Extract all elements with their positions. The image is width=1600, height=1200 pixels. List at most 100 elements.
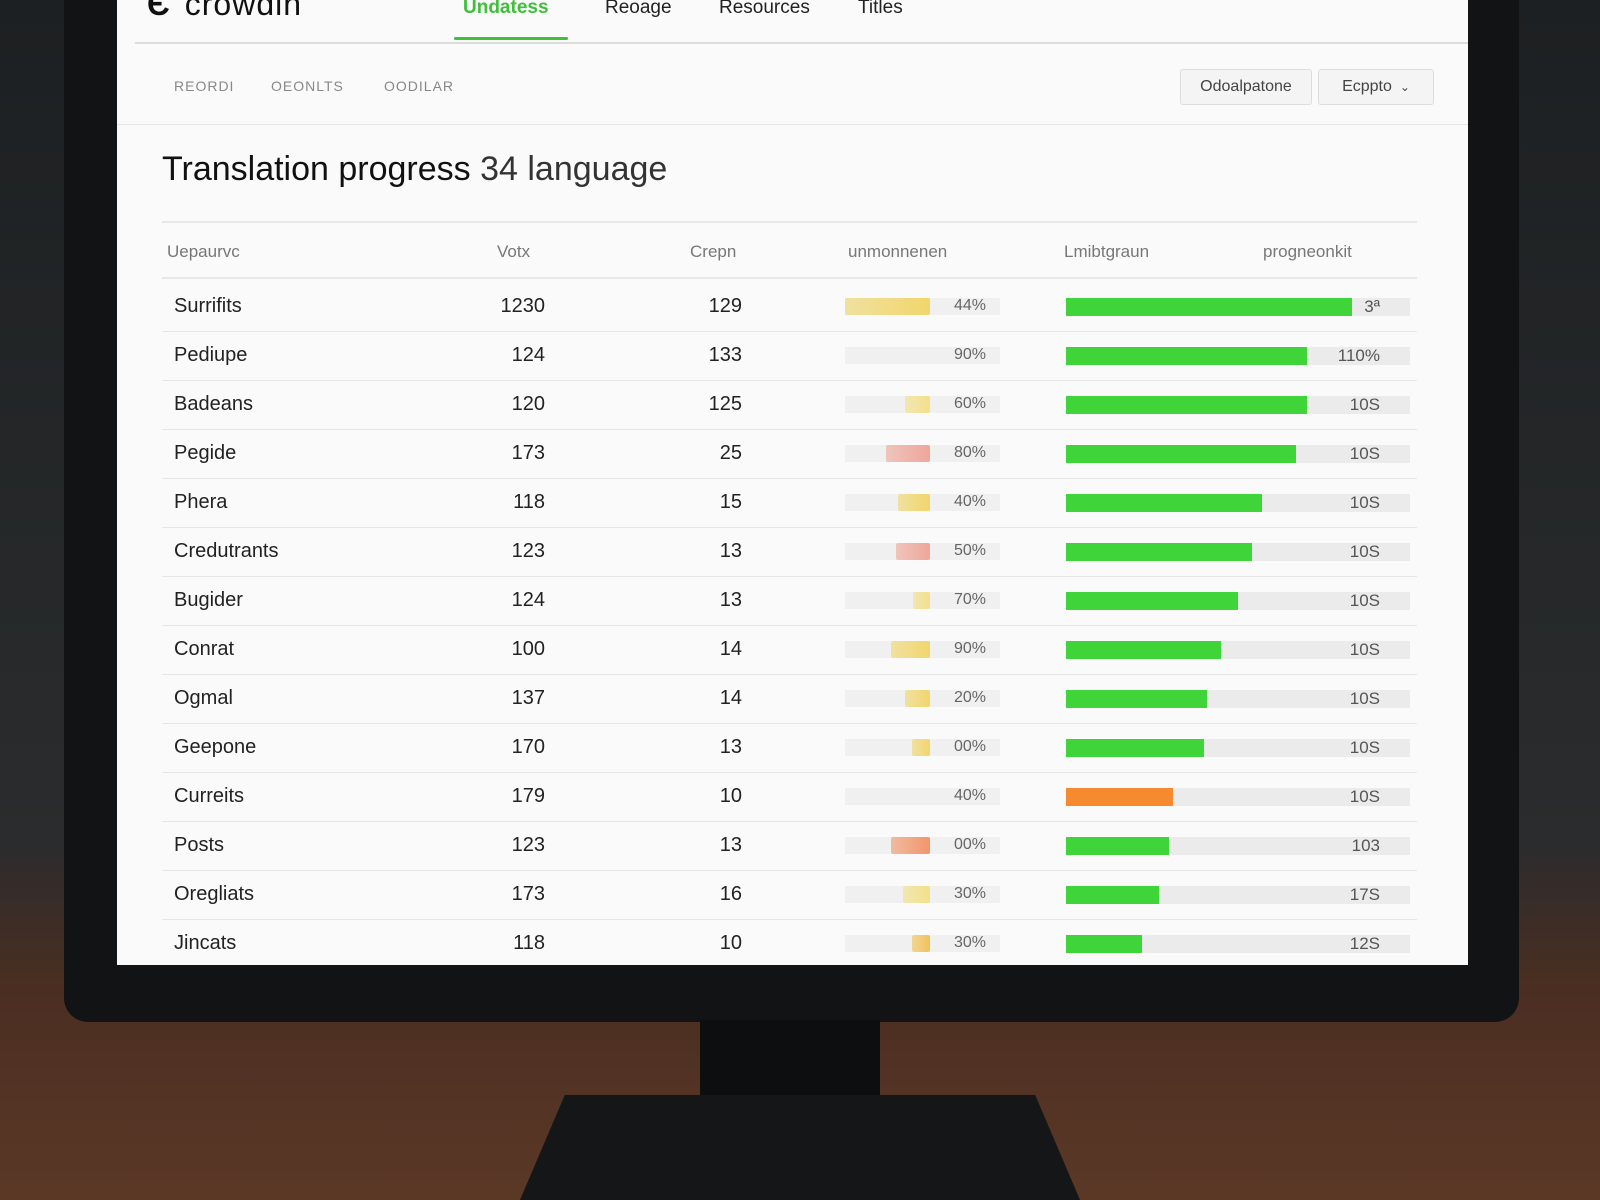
language-name[interactable]: Conrat [174, 638, 235, 660]
header-divider [117, 124, 1468, 125]
status-percent: 40% [953, 493, 986, 510]
crepn-value: 13 [719, 834, 742, 856]
table-row[interactable]: Posts 123 13 00% 103 [162, 821, 1417, 871]
votes-value: 118 [513, 491, 545, 513]
status-bar-track: 00% [845, 738, 1000, 756]
progress-bar-fill [1066, 886, 1159, 904]
progress-bar-fill [1066, 543, 1252, 561]
progress-label: 10S [1349, 787, 1380, 806]
status-bar-track: 80% [845, 444, 1000, 462]
status-percent: 30% [953, 934, 986, 951]
progress-label: 10S [1349, 738, 1380, 757]
progress-label: 3ª [1364, 297, 1380, 316]
status-percent: 00% [953, 836, 986, 853]
status-percent: 70% [953, 591, 986, 608]
nav-item-updates[interactable]: Undatess [463, 0, 549, 18]
votes-value: 124 [511, 344, 545, 366]
progress-bar-track [1066, 690, 1410, 708]
status-percent: 60% [953, 395, 986, 412]
language-name[interactable]: Pegide [174, 442, 237, 464]
table-row[interactable]: Curreits 179 10 40% 10S [162, 772, 1417, 822]
page-subtitle: 34 language [480, 150, 668, 188]
nav-item-reoage[interactable]: Reoage [605, 0, 672, 18]
status-bar-fill [905, 396, 930, 413]
column-header-progress-bar[interactable]: Lmibtgraun [1064, 242, 1150, 261]
progress-bar-fill [1066, 445, 1297, 463]
table-row[interactable]: Surrifits 1230 129 44% 3ª [162, 282, 1417, 332]
language-name[interactable]: Pediupe [174, 344, 248, 366]
table-row[interactable]: Badeans 120 125 60% 10S [162, 380, 1417, 430]
progress-bar-fill [1066, 690, 1208, 708]
votes-value: 123 [511, 834, 545, 856]
language-name[interactable]: Surrifits [174, 295, 242, 317]
status-bar-track: 20% [845, 689, 1000, 707]
language-name[interactable]: Curreits [174, 785, 245, 807]
subnav-item-3[interactable]: OODILAR [384, 78, 455, 94]
progress-label: 10S [1349, 640, 1380, 659]
status-bar-track: 30% [845, 934, 1000, 952]
language-name[interactable]: Jincats [174, 932, 237, 954]
status-percent: 20% [953, 689, 986, 706]
nav-item-resources[interactable]: Resources [719, 0, 810, 18]
status-bar-fill [904, 690, 930, 707]
table-row[interactable]: Credutrants 123 13 50% 10S [162, 527, 1417, 577]
table-row[interactable]: Pediupe 124 133 90% 110% [162, 331, 1417, 381]
status-bar-track: 70% [845, 591, 1000, 609]
table-row[interactable]: Pegide 173 25 80% 10S [162, 429, 1417, 479]
votes-value: 173 [511, 883, 545, 905]
progress-bar-fill [1066, 347, 1307, 365]
primary-button[interactable]: Odoalpatone [1180, 69, 1312, 105]
table-row[interactable]: Conrat 100 14 90% 10S [162, 625, 1417, 675]
progress-bar-track [1066, 739, 1410, 757]
table-row[interactable]: Bugider 124 13 70% 10S [162, 576, 1417, 626]
progress-label: 103 [1351, 836, 1380, 855]
language-name[interactable]: Ogmal [174, 687, 233, 709]
language-name[interactable]: Oregliats [174, 883, 255, 905]
progress-bar-track [1066, 494, 1410, 512]
column-header-name[interactable]: Uepaurvc [167, 242, 240, 261]
column-header-progress[interactable]: progneonkit [1263, 242, 1352, 261]
active-tab-indicator [454, 37, 568, 40]
column-header-crepn[interactable]: Crepn [690, 242, 737, 261]
progress-label: 17S [1349, 885, 1380, 904]
logo-icon: Є [147, 0, 171, 22]
nav-item-titles[interactable]: Titles [858, 0, 903, 18]
votes-value: 100 [511, 638, 545, 660]
progress-label: 10S [1349, 395, 1380, 414]
status-bar-fill [912, 739, 930, 756]
status-percent: 80% [953, 444, 986, 461]
language-name[interactable]: Bugider [174, 589, 243, 611]
crepn-value: 14 [719, 638, 742, 660]
monitor-base [520, 1095, 1080, 1200]
table-row[interactable]: Phera 118 15 40% 10S [162, 478, 1417, 528]
crepn-value: 13 [719, 736, 742, 758]
language-name[interactable]: Credutrants [174, 540, 279, 562]
votes-value: 179 [511, 785, 545, 807]
page-title-text: Translation progress [162, 150, 471, 188]
progress-label: 110% [1337, 346, 1380, 365]
crepn-value: 16 [719, 883, 742, 905]
language-name[interactable]: Badeans [174, 393, 253, 415]
subnav-item-2[interactable]: OEONLTS [271, 78, 344, 94]
language-name[interactable]: Geepone [174, 736, 257, 758]
dropdown-button[interactable]: Ecppto ⌄ [1318, 69, 1434, 105]
language-name[interactable]: Posts [174, 834, 225, 856]
status-percent: 44% [953, 297, 986, 314]
crepn-value: 10 [719, 932, 742, 954]
language-name[interactable]: Phera [174, 491, 228, 513]
crepn-value: 25 [719, 442, 742, 464]
table-row[interactable]: Geepone 170 13 00% 10S [162, 723, 1417, 773]
votes-value: 170 [511, 736, 545, 758]
table-row[interactable]: Ogmal 137 14 20% 10S [162, 674, 1417, 724]
progress-label: 10S [1349, 444, 1380, 463]
subnav-item-1[interactable]: REORDI [174, 78, 235, 94]
table-row[interactable]: Oregliats 173 16 30% 17S [162, 870, 1417, 920]
column-header-status[interactable]: unmonnenen [848, 242, 948, 261]
progress-bar-fill [1066, 739, 1204, 757]
column-header-votes[interactable]: Votx [497, 242, 531, 261]
status-bar-track: 50% [845, 542, 1000, 560]
table-row[interactable]: Jincats 118 10 30% 12S [162, 919, 1417, 965]
votes-value: 118 [513, 932, 545, 954]
status-bar-fill [845, 298, 930, 315]
